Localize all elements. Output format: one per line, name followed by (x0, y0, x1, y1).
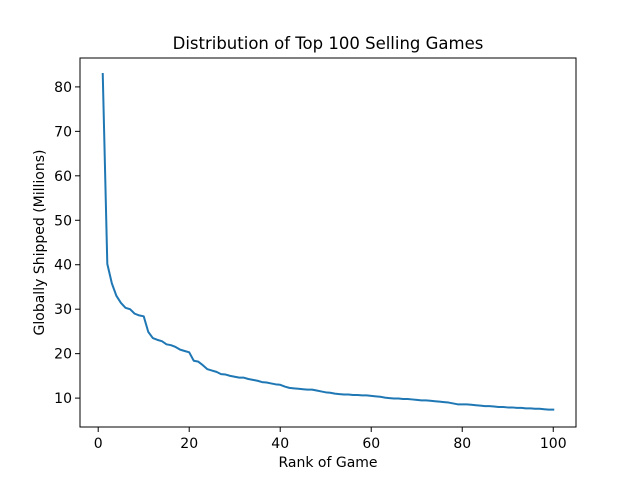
series-line-1 (101, 72, 555, 411)
y-tick-label: 20 (54, 347, 72, 363)
x-axis: 0 20 40 60 80 100 (94, 427, 567, 452)
chart-title: Distribution of Top 100 Selling Games (173, 34, 484, 53)
plot-area (101, 72, 555, 411)
y-axis-label: Globally Shipped (Millions) (32, 150, 48, 336)
y-tick-label: 50 (54, 213, 72, 229)
x-tick-label: 80 (453, 436, 471, 452)
y-tick-label: 40 (54, 258, 72, 274)
y-tick-label: 70 (54, 124, 72, 140)
x-axis-label: Rank of Game (278, 455, 377, 471)
y-tick-label: 60 (54, 169, 72, 185)
axes-frame (79, 57, 577, 428)
x-tick-label: 40 (271, 436, 289, 452)
x-tick-label: 60 (362, 436, 380, 452)
x-tick-label: 20 (180, 436, 198, 452)
y-axis: 10 20 30 40 50 60 70 80 (54, 80, 80, 407)
y-tick-label: 80 (54, 80, 72, 96)
y-tick-label: 10 (54, 391, 72, 407)
x-tick-label: 100 (540, 436, 567, 452)
y-tick-label: 30 (54, 302, 72, 318)
x-tick-label: 0 (94, 436, 103, 452)
